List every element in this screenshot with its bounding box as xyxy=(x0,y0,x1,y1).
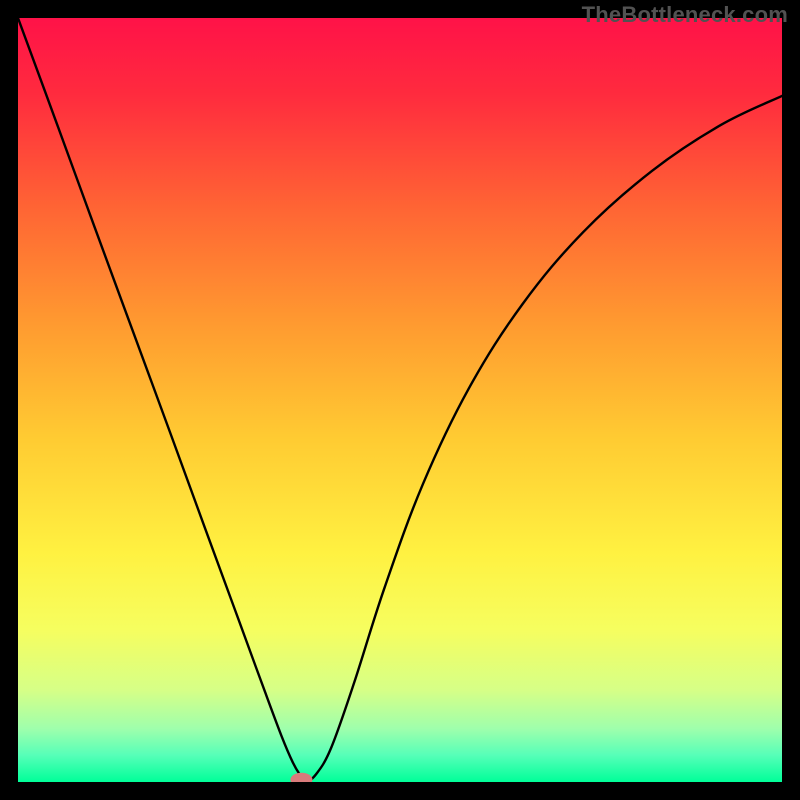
bottleneck-curve-chart xyxy=(18,18,782,782)
chart-background xyxy=(18,18,782,782)
chart-plot-area xyxy=(18,18,782,782)
chart-outer-frame: TheBottleneck.com xyxy=(0,0,800,800)
watermark-text: TheBottleneck.com xyxy=(582,2,788,28)
